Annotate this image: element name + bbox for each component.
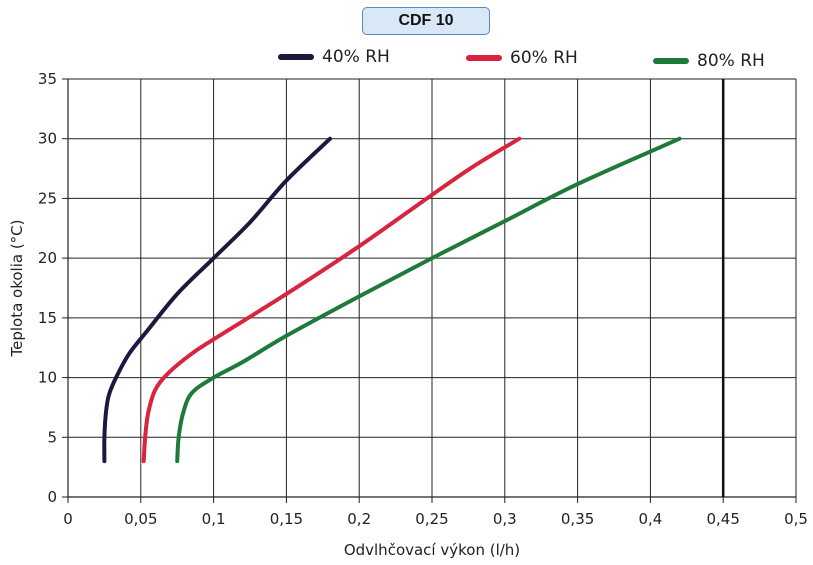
x-tick-label: 0,45 (706, 510, 739, 528)
legend-item-60rh: 60% RH (466, 48, 578, 68)
legend-label-80rh: 80% RH (697, 51, 765, 71)
legend-swatch-40rh (278, 54, 314, 60)
x-tick-label: 0,25 (415, 510, 448, 528)
x-tick-label: 0,35 (561, 510, 594, 528)
series-line-0 (102, 136, 333, 464)
x-tick-label: 0,05 (124, 510, 157, 528)
y-tick-label: 0 (47, 488, 57, 506)
chart-title-text: CDF 10 (398, 12, 454, 29)
y-tick-label: 35 (38, 70, 57, 88)
legend-label-40rh: 40% RH (322, 47, 390, 67)
legend-swatch-80rh (653, 58, 689, 64)
y-tick-label: 25 (38, 189, 57, 207)
y-axis-title: Teplota okolia (°C) (8, 219, 26, 357)
x-tick-label: 0,15 (270, 510, 303, 528)
x-axis-title: Odvlhčovací výkon (l/h) (344, 541, 520, 559)
legend-item-80rh: 80% RH (653, 51, 765, 71)
series-line-1 (141, 136, 522, 464)
x-tick-label: 0,4 (638, 510, 662, 528)
x-tick-label: 0,1 (202, 510, 226, 528)
x-tick-label: 0,3 (493, 510, 517, 528)
y-tick-label: 20 (38, 249, 57, 267)
y-tick-label: 15 (38, 309, 57, 327)
y-tick-label: 30 (38, 130, 57, 148)
chart-title: CDF 10 (362, 7, 490, 35)
y-tick-label: 10 (38, 369, 57, 387)
x-tick-label: 0,5 (784, 510, 808, 528)
x-tick-label: 0,2 (347, 510, 371, 528)
legend-label-60rh: 60% RH (510, 48, 578, 68)
x-tick-label: 0 (63, 510, 73, 528)
legend-swatch-60rh (466, 55, 502, 61)
y-tick-label: 5 (47, 428, 57, 446)
series-line-2 (175, 136, 682, 464)
legend-item-40rh: 40% RH (278, 47, 390, 67)
